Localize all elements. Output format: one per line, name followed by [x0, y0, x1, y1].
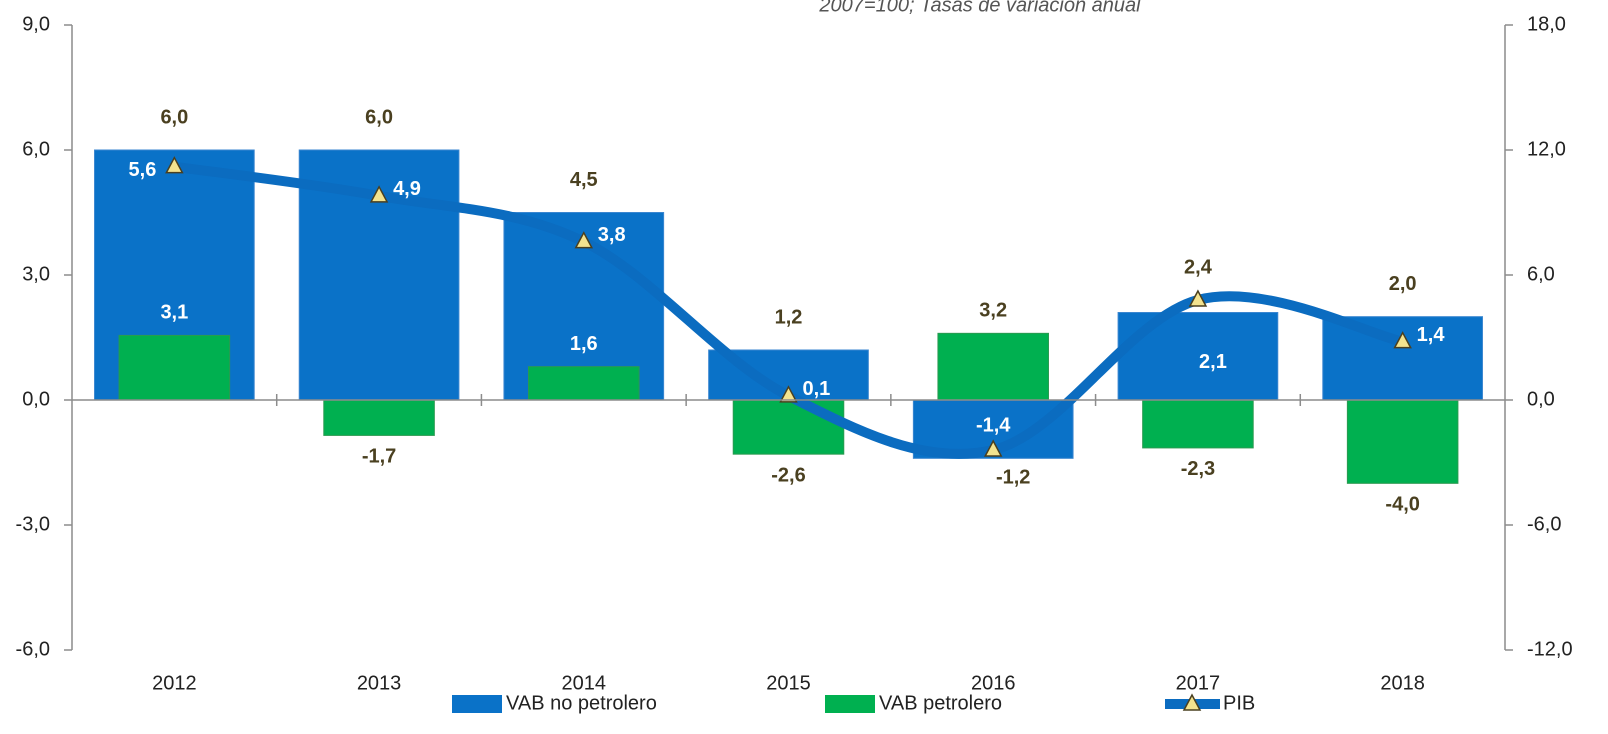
bar — [1118, 313, 1278, 401]
data-label: 1,4 — [1417, 324, 1446, 346]
y2-tick-label: -12,0 — [1527, 638, 1573, 660]
x-tick-label: 2013 — [357, 672, 402, 694]
bar — [529, 367, 640, 400]
data-label: 3,2 — [979, 300, 1007, 322]
y-tick-label: 3,0 — [22, 263, 50, 285]
bar — [1323, 317, 1483, 400]
x-tick-label: 2016 — [971, 672, 1016, 694]
y2-tick-label: 18,0 — [1527, 13, 1566, 35]
data-label: -2,6 — [771, 464, 805, 486]
x-tick-label: 2015 — [766, 672, 811, 694]
data-label: 5,6 — [129, 159, 157, 181]
y-tick-label: -3,0 — [16, 513, 50, 535]
bar — [1143, 400, 1254, 448]
data-label: 3,8 — [598, 224, 626, 246]
data-label: 3,1 — [160, 302, 188, 324]
data-label: 0,1 — [803, 378, 831, 400]
y-tick-label: 6,0 — [22, 138, 50, 160]
chart-subtitle: 2007=100; Tasas de variación anual — [818, 0, 1141, 16]
data-label: -1,2 — [996, 466, 1030, 488]
y2-tick-label: 6,0 — [1527, 263, 1555, 285]
data-label: -1,4 — [976, 415, 1011, 437]
data-label: 2,0 — [1389, 273, 1417, 295]
data-label: 2,4 — [1184, 256, 1213, 278]
bar — [733, 400, 844, 454]
legend-label: VAB petrolero — [879, 692, 1002, 714]
x-tick-label: 2012 — [152, 672, 197, 694]
legend-swatch — [825, 695, 875, 713]
data-label: 4,5 — [570, 169, 598, 191]
bar — [324, 400, 435, 435]
data-label: -1,7 — [362, 446, 396, 468]
legend-label: PIB — [1223, 692, 1255, 714]
bar — [1347, 400, 1458, 483]
bar — [938, 333, 1049, 400]
chart: 2007=100; Tasas de variación anual -6,0 -… — [0, 0, 1608, 734]
data-label: -4,0 — [1385, 494, 1419, 516]
data-label: 6,0 — [160, 106, 188, 128]
y-tick-label: -6,0 — [16, 638, 50, 660]
legend-label: VAB no petrolero — [506, 692, 657, 714]
bar — [119, 335, 230, 400]
y2-tick-label: 12,0 — [1527, 138, 1566, 160]
data-label: 1,6 — [570, 333, 598, 355]
x-tick-label: 2017 — [1176, 672, 1221, 694]
y2-tick-label: -6,0 — [1527, 513, 1561, 535]
y2-tick-label: 0,0 — [1527, 388, 1555, 410]
data-label: 6,0 — [365, 106, 393, 128]
legend-swatch — [452, 695, 502, 713]
x-tick-label: 2014 — [562, 672, 607, 694]
data-label: -2,3 — [1181, 458, 1215, 480]
y-tick-label: 0,0 — [22, 388, 50, 410]
data-label: 4,9 — [393, 178, 421, 200]
x-tick-label: 2018 — [1380, 672, 1425, 694]
data-label: 2,1 — [1199, 351, 1227, 373]
y-tick-label: 9,0 — [22, 13, 50, 35]
data-label: 1,2 — [775, 306, 803, 328]
